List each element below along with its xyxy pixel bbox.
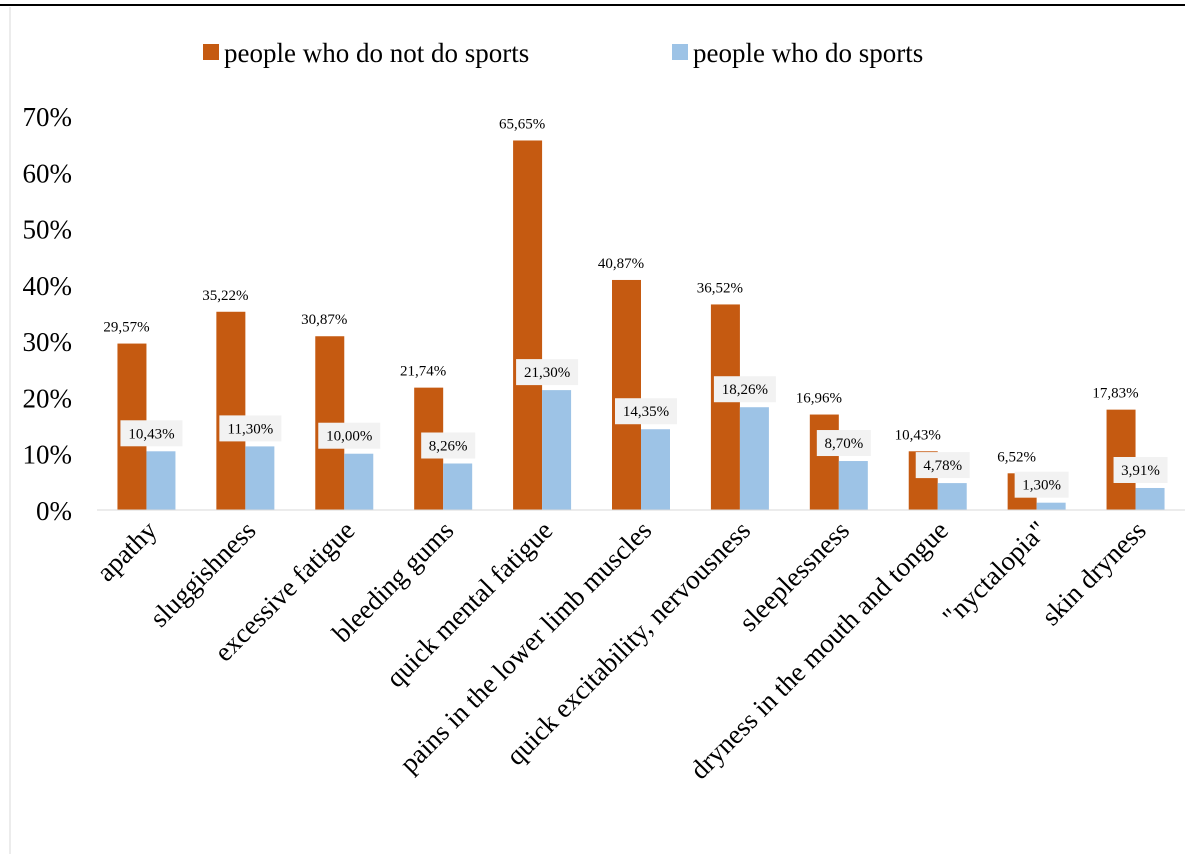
data-labels: 29,57% 10,43% 35,22% 11,30% 30,87% 10,00% 21,7… <box>103 116 1168 498</box>
legend-label-1: people who do sports <box>693 38 923 68</box>
y-tick-label: 20% <box>23 383 73 413</box>
bar-no-sports <box>216 311 246 510</box>
data-label-box-sports <box>1113 456 1168 483</box>
data-label-sports: 18,26% <box>722 382 768 398</box>
data-label-sports: 4,78% <box>923 458 962 474</box>
data-label-box-sports <box>516 359 579 386</box>
legend-swatch-1 <box>672 44 688 60</box>
data-label-no-sports: 40,87% <box>598 256 644 272</box>
legend: people who do not do sports people who d… <box>203 38 923 68</box>
y-tick-label: 50% <box>23 215 73 245</box>
bar-sports <box>838 461 868 510</box>
bar-no-sports <box>710 304 740 510</box>
data-label-no-sports: 21,74% <box>400 364 446 380</box>
legend-label-0: people who do not do sports <box>224 38 529 68</box>
x-tick-label: "nyctalopia" <box>937 515 1053 631</box>
x-tick-label: skin dryness <box>1036 515 1152 631</box>
data-label-sports: 10,00% <box>326 429 372 445</box>
y-tick-label: 10% <box>23 440 73 470</box>
data-label-sports: 8,26% <box>429 439 468 455</box>
bars <box>117 140 1165 510</box>
data-label-no-sports: 17,83% <box>1092 386 1138 402</box>
x-tick-label: quick mental fatigue <box>380 515 558 693</box>
y-tick-label: 0% <box>36 496 72 526</box>
bar-sports <box>146 451 176 510</box>
y-tick-label: 40% <box>23 271 73 301</box>
data-label-box-sports <box>1014 471 1069 498</box>
data-label-box-sports <box>615 398 677 425</box>
data-label-no-sports: 65,65% <box>499 116 545 132</box>
bar-sports <box>641 429 670 510</box>
bar-sports <box>443 463 473 510</box>
bar-sports <box>739 407 769 510</box>
x-tick-label: apathy <box>91 515 163 587</box>
bar-sports <box>1135 487 1165 510</box>
bar-no-sports <box>513 140 543 510</box>
data-label-sports: 3,91% <box>1121 463 1160 479</box>
bar-sports <box>245 446 275 510</box>
y-axis: 0% 10% 20% 30% 40% 50% 60% 70% <box>23 102 73 526</box>
data-label-no-sports: 36,52% <box>697 280 743 296</box>
data-label-no-sports: 6,52% <box>997 449 1036 465</box>
data-label-sports: 14,35% <box>623 404 669 420</box>
data-label-no-sports: 35,22% <box>202 288 248 304</box>
data-label-box-sports <box>915 452 970 479</box>
data-label-sports: 11,30% <box>228 421 274 437</box>
bar-sports <box>1036 502 1066 510</box>
y-tick-label: 70% <box>23 102 73 132</box>
data-label-sports: 10,43% <box>128 426 174 442</box>
data-label-sports: 1,30% <box>1022 478 1061 494</box>
y-tick-label: 60% <box>23 158 73 188</box>
bar-sports <box>542 390 572 510</box>
y-tick-label: 30% <box>23 327 73 357</box>
data-label-sports: 8,70% <box>824 436 863 452</box>
data-label-no-sports: 29,57% <box>103 320 149 336</box>
data-label-no-sports: 16,96% <box>796 391 842 407</box>
data-label-box-sports <box>421 432 476 459</box>
bar-sports <box>344 453 374 510</box>
bar-no-sports <box>612 279 641 510</box>
data-label-no-sports: 30,87% <box>301 312 347 328</box>
legend-swatch-0 <box>203 44 219 60</box>
data-label-box-sports <box>219 415 282 442</box>
data-label-box-sports <box>713 376 776 403</box>
bar-sports <box>937 483 967 510</box>
data-label-box-sports <box>120 420 183 447</box>
data-label-sports: 21,30% <box>524 365 570 381</box>
data-label-no-sports: 10,43% <box>895 427 941 443</box>
data-label-box-sports <box>816 430 871 457</box>
bar-no-sports <box>809 414 839 510</box>
data-label-box-sports <box>318 422 381 449</box>
